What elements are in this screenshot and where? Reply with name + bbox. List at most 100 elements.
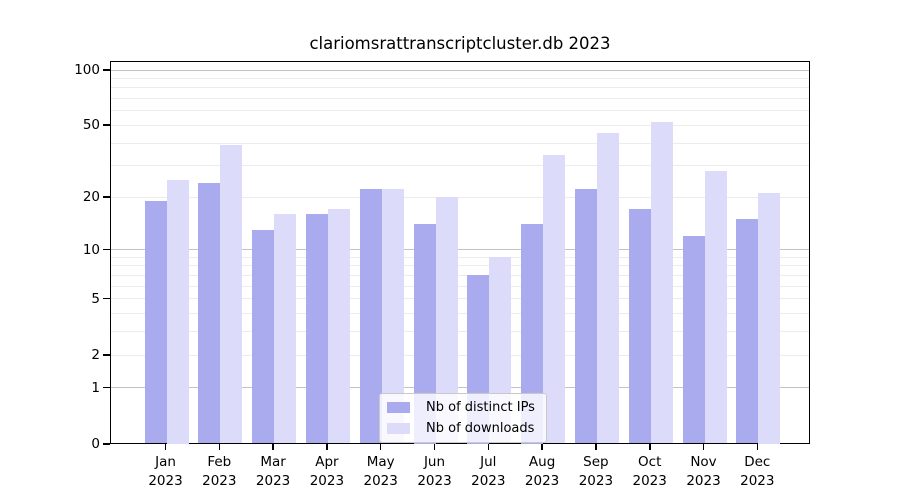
chart-title: clariomsrattranscriptcluster.db 2023 (309, 34, 611, 53)
x-label-year: 2023 (471, 472, 506, 489)
x-tick-label-sep: Sep 2023 (568, 453, 624, 490)
gridline-30 (111, 165, 809, 167)
y-tick-label-10: 10 (82, 241, 100, 258)
bar-oct-distinct-ips (628, 209, 651, 444)
x-tick-aug (541, 444, 543, 450)
y-tick-0 (103, 443, 110, 445)
x-tick-nov (702, 444, 705, 450)
x-tick-jan (164, 444, 167, 450)
x-label-month: Jul (480, 454, 497, 470)
x-tick-label-aug: Aug 2023 (514, 453, 570, 490)
x-label-month: May (366, 454, 395, 470)
bar-nov-distinct-ips (682, 235, 705, 444)
legend: Nb of distinct IPs Nb of downloads (379, 393, 547, 443)
gridline-2 (111, 354, 809, 356)
x-label-year: 2023 (255, 472, 291, 489)
y-tick-2 (103, 354, 110, 356)
x-tick-label-apr: Apr 2023 (299, 453, 355, 490)
x-tick-label-may: May 2023 (353, 453, 409, 490)
x-label-year: 2023 (686, 472, 721, 489)
bar-jan-distinct-ips (144, 200, 167, 444)
y-tick-label-100: 100 (74, 62, 100, 78)
gridline-4 (111, 313, 809, 315)
x-tick-label-jun: Jun 2023 (407, 453, 463, 490)
y-tick-label-2: 2 (91, 347, 100, 363)
x-label-year: 2023 (309, 472, 345, 489)
x-label-year: 2023 (363, 472, 398, 489)
bar-jun-downloads (435, 196, 458, 444)
x-label-year: 2023 (740, 472, 775, 489)
bar-jun-distinct-ips (413, 224, 436, 444)
x-tick-feb (218, 444, 221, 450)
x-label-month: Oct (638, 454, 662, 470)
x-tick-label-nov: Nov 2023 (676, 453, 732, 490)
bar-may-downloads (381, 189, 404, 444)
y-tick-label-20: 20 (82, 189, 100, 206)
gridline-90 (111, 77, 809, 79)
y-tick-label-0: 0 (91, 436, 100, 452)
gridline-40 (111, 142, 809, 144)
gridline-major-1 (111, 387, 809, 389)
x-tick-may (379, 444, 382, 450)
y-tick-1 (103, 386, 110, 389)
bar-dec-distinct-ips (736, 218, 759, 444)
bar-oct-downloads (650, 121, 673, 444)
x-tick-jul (487, 444, 489, 450)
x-label-month: Jun (423, 454, 446, 470)
bar-may-distinct-ips (359, 189, 382, 444)
bar-mar-distinct-ips (252, 229, 275, 444)
gridline-70 (111, 98, 809, 100)
gridline-6 (111, 285, 809, 287)
legend-label-distinct-ips: Nb of distinct IPs (426, 400, 535, 415)
y-tick-10 (103, 248, 110, 251)
x-label-year: 2023 (417, 472, 452, 489)
gridline-major-100 (111, 69, 809, 71)
gridline-50 (111, 124, 809, 126)
x-label-month: Apr (315, 454, 339, 470)
bar-feb-downloads (220, 144, 243, 444)
x-label-month: Sep (583, 454, 609, 470)
bar-feb-distinct-ips (198, 182, 221, 444)
gridline-5 (111, 298, 809, 300)
legend-row-ips: Nb of distinct IPs (387, 400, 535, 415)
bar-sep-distinct-ips (574, 189, 597, 444)
x-tick-sep (595, 444, 597, 450)
bar-dec-downloads (758, 193, 781, 444)
legend-row-downloads: Nb of downloads (387, 421, 535, 436)
gridline-7 (111, 275, 809, 276)
x-label-month: Mar (260, 454, 286, 470)
x-label-month: Nov (690, 454, 717, 470)
bar-aug-distinct-ips (521, 224, 544, 444)
bar-aug-downloads (543, 155, 566, 444)
x-tick-apr (326, 444, 328, 450)
legend-swatch-distinct-ips (387, 402, 410, 413)
x-label-year: 2023 (632, 472, 667, 489)
legend-swatch-downloads (387, 423, 410, 434)
x-tick-oct (649, 444, 651, 450)
bar-sep-downloads (596, 133, 619, 444)
gridline-major-10 (111, 249, 809, 251)
x-tick-label-jan: Jan 2023 (138, 453, 194, 490)
x-tick-label-feb: Feb 2023 (191, 453, 247, 490)
gridline-60 (111, 110, 809, 112)
x-tick-label-mar: Mar 2023 (245, 453, 301, 490)
y-tick-100 (103, 69, 110, 71)
x-label-year: 2023 (524, 472, 560, 489)
x-tick-mar (272, 444, 274, 450)
y-tick-50 (103, 124, 110, 126)
gridline-20 (111, 196, 809, 198)
x-tick-jun (433, 444, 436, 450)
y-tick-label-1: 1 (91, 379, 100, 396)
x-label-year: 2023 (578, 472, 614, 489)
bar-nov-downloads (704, 170, 727, 444)
x-tick-label-oct: Oct 2023 (622, 453, 678, 490)
legend-label-downloads: Nb of downloads (426, 421, 535, 436)
x-tick-label-jul: Jul 2023 (460, 453, 516, 490)
bar-mar-downloads (274, 213, 297, 444)
plot-area (110, 61, 810, 444)
x-tick-label-dec: Dec 2023 (729, 453, 785, 490)
gridline-8 (111, 265, 809, 267)
x-label-month: Jan (155, 454, 176, 470)
y-tick-5 (103, 297, 110, 300)
